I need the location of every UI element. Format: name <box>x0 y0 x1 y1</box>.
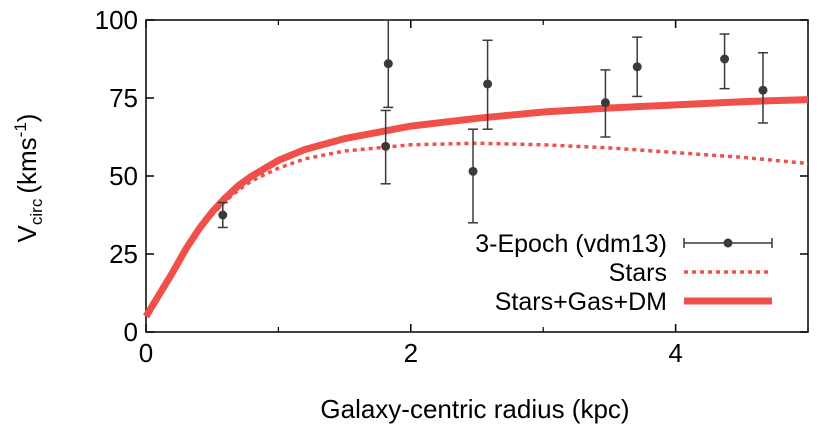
legend-label: Stars <box>609 259 667 287</box>
data-point <box>383 59 393 69</box>
y-axis-label-main: V <box>12 224 42 242</box>
data-point <box>758 85 768 95</box>
data-point <box>468 166 478 176</box>
data-point <box>720 54 730 64</box>
y-axis-label-close: ) <box>12 114 42 123</box>
y-axis-label-sub: circ <box>27 198 46 225</box>
data-point <box>600 98 610 108</box>
data-point <box>483 79 493 89</box>
x-axis-label: Galaxy-centric radius (kpc) <box>320 394 629 424</box>
y-axis-label: Vcirc (kms-1) <box>11 114 46 243</box>
y-tick-label: 0 <box>124 317 138 347</box>
data-point <box>381 141 391 151</box>
y-tick-label: 100 <box>95 5 138 35</box>
x-tick-label: 2 <box>404 338 418 368</box>
data-point <box>218 210 228 220</box>
legend-point <box>723 238 733 248</box>
legend-label: 3-Epoch (vdm13) <box>475 230 667 258</box>
y-axis-label-sup: -1 <box>11 122 30 137</box>
legend-label: Stars+Gas+DM <box>495 288 667 316</box>
y-tick-label: 75 <box>109 83 138 113</box>
y-tick-label: 50 <box>109 161 138 191</box>
y-axis-label-unit: (kms <box>12 137 42 193</box>
stars-gas-dm-line <box>143 96 809 319</box>
x-tick-label: 4 <box>668 338 682 368</box>
y-tick-label: 25 <box>109 239 138 269</box>
data-point <box>632 62 642 72</box>
stars-line <box>144 141 809 318</box>
x-tick-label: 0 <box>139 338 153 368</box>
plot-area <box>145 19 809 333</box>
